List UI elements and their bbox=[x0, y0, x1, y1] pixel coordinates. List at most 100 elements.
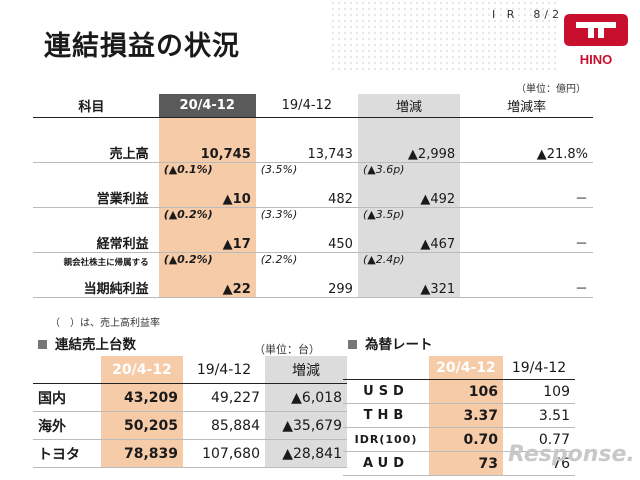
fx-section-header: 為替レート bbox=[348, 333, 433, 353]
unit-note: （単位：億円） bbox=[516, 84, 586, 95]
rate-value: － bbox=[460, 270, 593, 298]
cur-value: 10,745 bbox=[158, 135, 256, 163]
watermark: Response. bbox=[508, 442, 635, 467]
page-title: 連結損益の状況 bbox=[44, 31, 240, 62]
header-empty bbox=[343, 356, 429, 380]
pct-row: (▲0.2%) (3.3%) (▲3.5p) bbox=[33, 207, 593, 226]
row-label: トヨタ bbox=[33, 439, 101, 468]
pct-row: 親会社株主に帰属する (▲0.2%) (2.2%) (▲2.4p) bbox=[33, 252, 593, 271]
cur-value: ▲22 bbox=[158, 270, 256, 298]
row-label: AUD bbox=[343, 451, 429, 476]
fx-header-row: 20/4-12 19/4-12 bbox=[343, 356, 575, 380]
diff-margin: (▲3.6p) bbox=[362, 162, 405, 176]
rate-value: － bbox=[460, 180, 593, 208]
table-row: トヨタ 78,839 107,680 ▲28,841 bbox=[33, 439, 347, 468]
pct-row: (▲0.1%) (3.5%) (▲3.6p) bbox=[33, 162, 593, 181]
cur-margin: (▲0.2%) bbox=[163, 207, 213, 221]
row-label: 売上高 bbox=[33, 135, 159, 163]
table-row: 国内 43,209 49,227 ▲6,018 bbox=[33, 383, 347, 412]
diff-value: ▲6,018 bbox=[265, 383, 347, 412]
prev-value: 482 bbox=[255, 180, 358, 208]
prev-value: 0.77 bbox=[503, 427, 575, 452]
units-table: 20/4-12 19/4-12 増減 国内 43,209 49,227 ▲6,0… bbox=[33, 356, 347, 468]
prev-value: 450 bbox=[255, 225, 358, 253]
header-rate: 増減率 bbox=[460, 94, 593, 118]
cur-value: ▲17 bbox=[158, 225, 256, 253]
row-label: THB bbox=[343, 403, 429, 428]
header-previous: 19/4-12 bbox=[183, 356, 265, 384]
fx-table: 20/4-12 19/4-12 USD 106 109 THB 3.37 3.5… bbox=[343, 356, 575, 476]
diff-value: ▲35,679 bbox=[265, 411, 347, 440]
table-row: 当期純利益 ▲22 299 ▲321 － bbox=[33, 270, 593, 298]
header-previous: 19/4-12 bbox=[503, 356, 575, 380]
row-label: 国内 bbox=[33, 383, 101, 412]
pl-table: 科目 20/4-12 19/4-12 増減 増減率 売上高 10,745 13,… bbox=[33, 94, 593, 298]
row-label: 営業利益 bbox=[33, 180, 159, 208]
cur-value: 78,839 bbox=[101, 439, 183, 468]
cur-value: 50,205 bbox=[101, 411, 183, 440]
prev-value: 13,743 bbox=[255, 135, 358, 163]
pl-spacer-row bbox=[33, 117, 593, 136]
cur-margin: (▲0.2%) bbox=[163, 252, 213, 266]
table-row: 海外 50,205 85,884 ▲35,679 bbox=[33, 411, 347, 440]
row-label: USD bbox=[343, 379, 429, 404]
cur-value: ▲10 bbox=[158, 180, 256, 208]
prev-margin: (3.3%) bbox=[260, 207, 298, 221]
rate-value: － bbox=[460, 225, 593, 253]
table-row: USD 106 109 bbox=[343, 379, 575, 404]
cur-margin: (▲0.1%) bbox=[163, 162, 213, 176]
cur-value: 43,209 bbox=[101, 383, 183, 412]
prev-value: 299 bbox=[255, 270, 358, 298]
diff-value: ▲492 bbox=[357, 180, 461, 208]
units-title: 連結売上台数 bbox=[55, 337, 136, 353]
pl-header-row: 科目 20/4-12 19/4-12 増減 増減率 bbox=[33, 94, 593, 118]
background-dot-pattern bbox=[330, 0, 560, 70]
row-label: 経常利益 bbox=[33, 225, 159, 253]
margin-note: （ ）は、売上高利益率 bbox=[50, 318, 160, 329]
row-label: IDR(100) bbox=[343, 427, 429, 452]
cur-value: 106 bbox=[429, 379, 503, 404]
units-header-row: 20/4-12 19/4-12 増減 bbox=[33, 356, 347, 384]
diff-value: ▲28,841 bbox=[265, 439, 347, 468]
row-label: 当期純利益 bbox=[33, 270, 159, 298]
table-row: IDR(100) 0.70 0.77 bbox=[343, 427, 575, 452]
row-label: 海外 bbox=[33, 411, 101, 440]
prev-value: 107,680 bbox=[183, 439, 265, 468]
diff-value: ▲321 bbox=[357, 270, 461, 298]
table-row: 経常利益 ▲17 450 ▲467 － bbox=[33, 225, 593, 253]
header-previous: 19/4-12 bbox=[255, 94, 358, 118]
table-row: THB 3.37 3.51 bbox=[343, 403, 575, 428]
diff-margin: (▲3.5p) bbox=[362, 207, 405, 221]
units-section-header: 連結売上台数 bbox=[38, 333, 136, 353]
cur-value: 3.37 bbox=[429, 403, 503, 428]
units-unit: （単位：台） bbox=[254, 343, 320, 356]
cur-value: 73 bbox=[429, 451, 503, 476]
prev-margin: (2.2%) bbox=[260, 252, 298, 266]
header-diff: 増減 bbox=[357, 94, 461, 118]
bullet-square-icon bbox=[38, 340, 47, 349]
table-row: AUD 73 76 bbox=[343, 451, 575, 476]
header-empty bbox=[33, 356, 101, 384]
prev-value: 109 bbox=[503, 379, 575, 404]
header-current: 20/4-12 bbox=[158, 94, 256, 118]
prev-value: 3.51 bbox=[503, 403, 575, 428]
prev-value: 49,227 bbox=[183, 383, 265, 412]
logo-text: HINO bbox=[580, 52, 613, 67]
header-current: 20/4-12 bbox=[101, 356, 183, 384]
header-item: 科目 bbox=[33, 94, 159, 118]
table-row: 売上高 10,745 13,743 ▲2,998 ▲21.8% bbox=[33, 135, 593, 163]
header-current: 20/4-12 bbox=[429, 356, 503, 380]
hino-logo: HINO bbox=[560, 6, 632, 70]
rate-value: ▲21.8% bbox=[460, 135, 593, 163]
diff-value: ▲2,998 bbox=[357, 135, 461, 163]
diff-margin: (▲2.4p) bbox=[362, 252, 405, 266]
prev-value: 85,884 bbox=[183, 411, 265, 440]
table-row: 営業利益 ▲10 482 ▲492 － bbox=[33, 180, 593, 208]
cur-value: 0.70 bbox=[429, 427, 503, 452]
row-label-prefix: 親会社株主に帰属する bbox=[63, 257, 149, 268]
prev-margin: (3.5%) bbox=[260, 162, 298, 176]
header-diff: 増減 bbox=[265, 356, 347, 384]
fx-title: 為替レート bbox=[365, 337, 433, 353]
diff-value: ▲467 bbox=[357, 225, 461, 253]
bullet-square-icon bbox=[348, 340, 357, 349]
